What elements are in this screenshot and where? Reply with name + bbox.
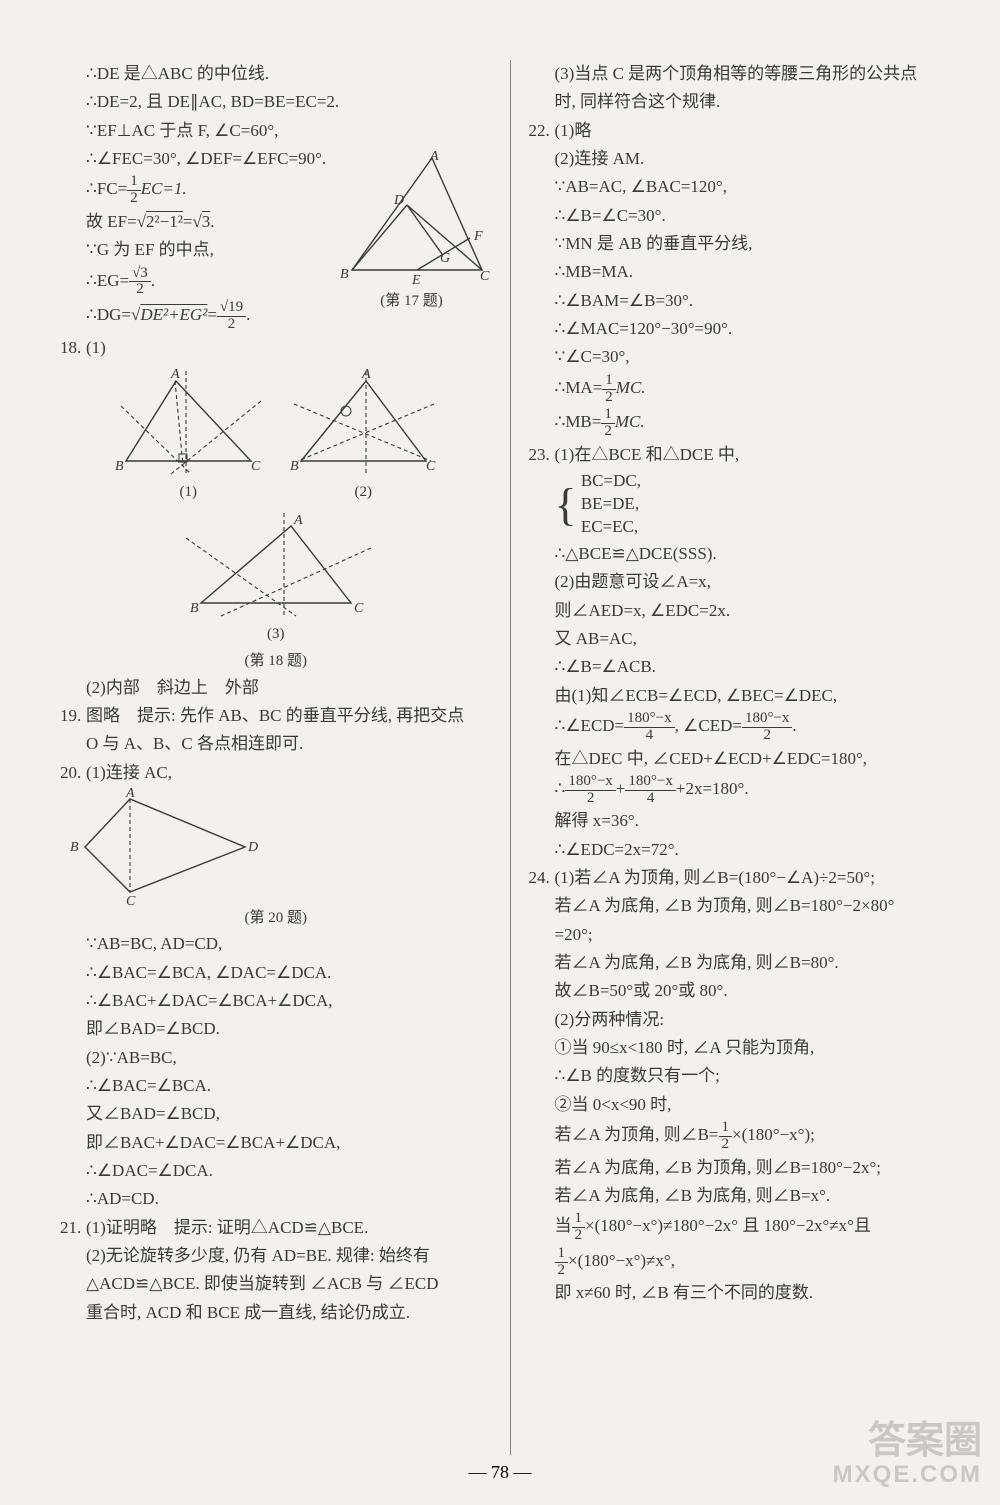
text-line: ①当 90≤x<180 时, ∠A 只能为顶角, (529, 1034, 961, 1062)
page-container: A B C D E F G (第 17 题) ∴DE 是△ABC 的中位线. ∴… (0, 0, 1000, 1505)
text-line: 若∠A 为顶角, 则∠B=12×(180°−x°); (529, 1119, 961, 1154)
text-line: 若∠A 为底角, ∠B 为顶角, 则∠B=180°−2x°; (529, 1154, 961, 1182)
svg-text:B: B (290, 459, 299, 474)
svg-text:C: C (126, 894, 136, 907)
figure-18-row1: A B C (1) A B C (60, 366, 492, 504)
text-line: ∴DE=2, 且 DE∥AC, BD=BE=EC=2. (60, 88, 492, 116)
text-line: 重合时, ACD 和 BCE 成一直线, 结论仍成立. (60, 1299, 492, 1327)
right-column: (3)当点 C 是两个顶角相等的等腰三角形的公共点 时, 同样符合这个规律. 2… (511, 60, 961, 1455)
text-line: ∴∠B=∠ACB. (529, 653, 961, 681)
text-line: △ACD≌△BCE. 即使当旋转到 ∠ACB 与 ∠ECD (60, 1270, 492, 1298)
text-line: 当12×(180°−x°)≠180°−2x° 且 180°−2x°≠x°且 (529, 1210, 961, 1245)
svg-text:A: A (293, 513, 303, 528)
svg-text:B: B (190, 601, 199, 616)
text-line: 若∠A 为底角, ∠B 为顶角, 则∠B=180°−2×80° (529, 892, 961, 920)
svg-text:B: B (340, 267, 349, 282)
svg-text:A: A (361, 367, 371, 382)
svg-text:A: A (429, 150, 439, 164)
text-line: ∴∠BAM=∠B=30°. (529, 287, 961, 315)
text-line: O 与 A、B、C 各点相连即可. (60, 730, 492, 758)
text-line: ∴∠DAC=∠DCA. (60, 1157, 492, 1185)
watermark-cn: 答案圈 (833, 1422, 982, 1462)
text-line: ∴180°−x2+180°−x4+2x=180°. (529, 773, 961, 808)
text-line: 由(1)知∠ECB=∠ECD, ∠BEC=∠DEC, (529, 682, 961, 710)
text-line: 若∠A 为底角, ∠B 为底角, 则∠B=80°. (529, 949, 961, 977)
text-line: ∴MB=12MC. (529, 406, 961, 441)
text-line: =20°; (529, 921, 961, 949)
text-line: (2)分两种情况: (529, 1006, 961, 1034)
svg-text:A: A (125, 787, 135, 801)
svg-text:D: D (393, 193, 404, 208)
text-line: ∵EF⊥AC 于点 F, ∠C=60°, (60, 117, 492, 145)
q19: 19.图略 提示: 先作 AB、BC 的垂直平分线, 再把交点 (60, 702, 492, 730)
text-line: ②当 0<x<90 时, (529, 1091, 961, 1119)
figure-18-caption: (第 18 题) (60, 650, 492, 673)
text-line: (2)由题意可设∠A=x, (529, 568, 961, 596)
figure-18-row2: A B C (3) (60, 508, 492, 646)
text-line: 即∠BAD=∠BCD. (60, 1015, 492, 1043)
text-line: 又 AB=AC, (529, 625, 961, 653)
text-line: ∴MA=12MC. (529, 372, 961, 407)
text-line: ∴∠B 的度数只有一个; (529, 1062, 961, 1090)
svg-text:B: B (115, 459, 124, 474)
text-line: ∴∠B=∠C=30°. (529, 202, 961, 230)
q22: 22.(1)略 (529, 117, 961, 145)
q20: 20.(1)连接 AC, (60, 759, 492, 787)
svg-text:G: G (440, 251, 450, 266)
text-line: (2)连接 AM. (529, 145, 961, 173)
q23: 23.(1)在△BCE 和△DCE 中, (529, 441, 961, 469)
text-line: ∵∠C=30°, (529, 343, 961, 371)
figure-20: A B C D (第 20 题) (60, 787, 492, 930)
left-column: A B C D E F G (第 17 题) ∴DE 是△ABC 的中位线. ∴… (60, 60, 511, 1455)
q24: 24.(1)若∠A 为顶角, 则∠B=(180°−∠A)÷2=50°; (529, 864, 961, 892)
text-line: 解得 x=36°. (529, 807, 961, 835)
q21: 21.(1)证明略 提示: 证明△ACD≌△BCE. (60, 1214, 492, 1242)
text-line: ∴∠EDC=2x=72°. (529, 836, 961, 864)
text-line: ∴∠BAC=∠BCA. (60, 1072, 492, 1100)
text-line: 12×(180°−x°)≠x°, (529, 1245, 961, 1280)
text-line: ∴△BCE≌△DCE(SSS). (529, 540, 961, 568)
text-line: ∴DE 是△ABC 的中位线. (60, 60, 492, 88)
figure-20-caption: (第 20 题) (60, 907, 492, 930)
fig18-sub1: (1) (111, 481, 266, 504)
text-line: 又∠BAD=∠BCD, (60, 1100, 492, 1128)
text-line: ∴∠MAC=120°−30°=90°. (529, 315, 961, 343)
svg-text:C: C (354, 601, 364, 616)
text-line: { BC=DC, BE=DE, EC=EC, (529, 469, 961, 540)
text-line: 即 x≠60 时, ∠B 有三个不同的度数. (529, 1279, 961, 1307)
svg-text:A: A (170, 367, 180, 382)
q18-head: 18.(1) (60, 334, 492, 362)
text-line: ∴∠BAC+∠DAC=∠BCA+∠DCA, (60, 987, 492, 1015)
text-line: ∵AB=BC, AD=CD, (60, 930, 492, 958)
text-line: (3)当点 C 是两个顶角相等的等腰三角形的公共点 (529, 60, 961, 88)
svg-text:C: C (251, 459, 261, 474)
text-line: (2)无论旋转多少度, 仍有 AD=BE. 规律: 始终有 (60, 1242, 492, 1270)
text-line: 在△DEC 中, ∠CED+∠ECD+∠EDC=180°, (529, 745, 961, 773)
fig18-sub3: (3) (176, 623, 376, 646)
text-line: 时, 同样符合这个规律. (529, 88, 961, 116)
fig18-sub2: (2) (286, 481, 441, 504)
svg-text:B: B (70, 840, 79, 855)
text-line: ∴MB=MA. (529, 258, 961, 286)
text-line: 即∠BAC+∠DAC=∠BCA+∠DCA, (60, 1129, 492, 1157)
watermark-en: MXQE.COM (833, 1462, 982, 1487)
text-line: (2)∵AB=BC, (60, 1044, 492, 1072)
text-line: ∴∠BAC=∠BCA, ∠DAC=∠DCA. (60, 959, 492, 987)
text-line: ∵MN 是 AB 的垂直平分线, (529, 230, 961, 258)
text-line: 则∠AED=x, ∠EDC=2x. (529, 597, 961, 625)
text-line: 故∠B=50°或 20°或 80°. (529, 977, 961, 1005)
text-line: (2)内部 斜边上 外部 (60, 674, 492, 702)
figure-17: A B C D E F G (第 17 题) (332, 150, 492, 313)
text-line: ∵AB=AC, ∠BAC=120°, (529, 173, 961, 201)
svg-text:C: C (426, 459, 436, 474)
svg-text:F: F (473, 229, 483, 244)
watermark: 答案圈 MXQE.COM (833, 1422, 982, 1487)
svg-text:E: E (411, 273, 421, 288)
text-line: ∴∠ECD=180°−x4, ∠CED=180°−x2. (529, 710, 961, 745)
figure-17-caption: (第 17 题) (332, 290, 492, 313)
svg-text:D: D (247, 840, 258, 855)
svg-text:C: C (480, 269, 490, 284)
text-line: 若∠A 为底角, ∠B 为底角, 则∠B=x°. (529, 1182, 961, 1210)
text-line: ∴AD=CD. (60, 1185, 492, 1213)
